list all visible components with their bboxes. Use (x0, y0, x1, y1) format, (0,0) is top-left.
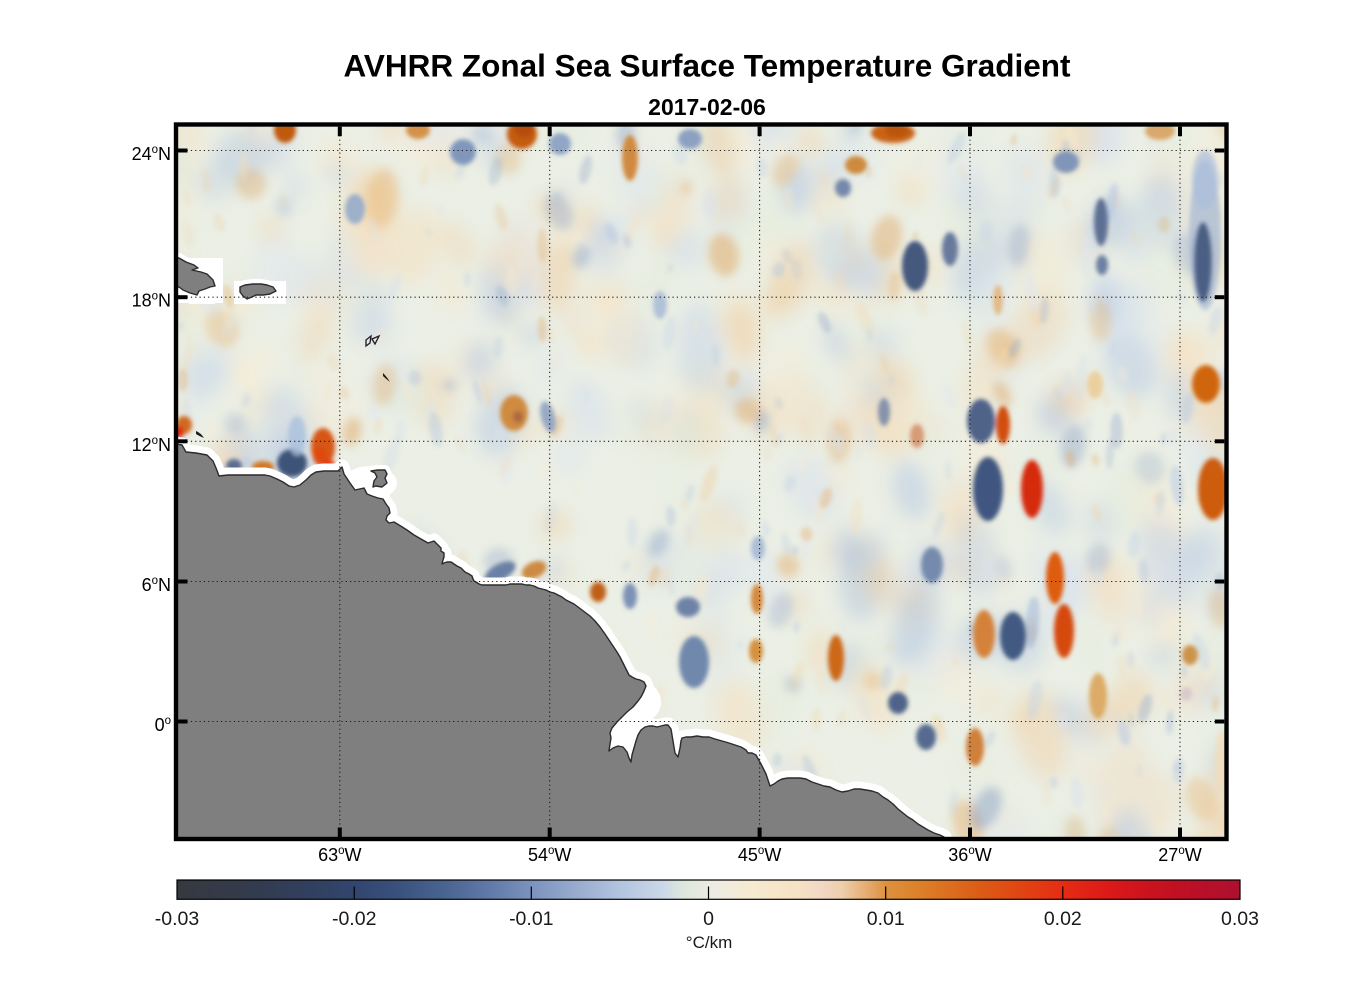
svg-text:0.03: 0.03 (1221, 908, 1259, 930)
svg-text:0: 0 (703, 908, 714, 930)
svg-text:-0.01: -0.01 (509, 908, 553, 930)
svg-text:6oN: 6oN (142, 575, 171, 595)
svg-text:0.01: 0.01 (867, 908, 905, 930)
svg-text:12oN: 12oN (132, 435, 171, 455)
svg-text:2017-02-06: 2017-02-06 (648, 94, 766, 120)
svg-text:45oW: 45oW (738, 845, 781, 865)
svg-text:AVHRR Zonal Sea Surface Temper: AVHRR Zonal Sea Surface Temperature Grad… (343, 48, 1071, 84)
svg-text:0.02: 0.02 (1044, 908, 1082, 930)
svg-text:24oN: 24oN (132, 144, 171, 164)
svg-text:°C/km: °C/km (686, 933, 732, 952)
svg-text:36oW: 36oW (948, 845, 991, 865)
svg-text:27oW: 27oW (1158, 845, 1201, 865)
svg-text:-0.03: -0.03 (155, 908, 199, 930)
svg-text:-0.02: -0.02 (332, 908, 376, 930)
svg-text:18oN: 18oN (132, 291, 171, 311)
svg-text:63oW: 63oW (318, 845, 361, 865)
svg-text:54oW: 54oW (528, 845, 571, 865)
svg-text:0o: 0o (155, 715, 171, 735)
